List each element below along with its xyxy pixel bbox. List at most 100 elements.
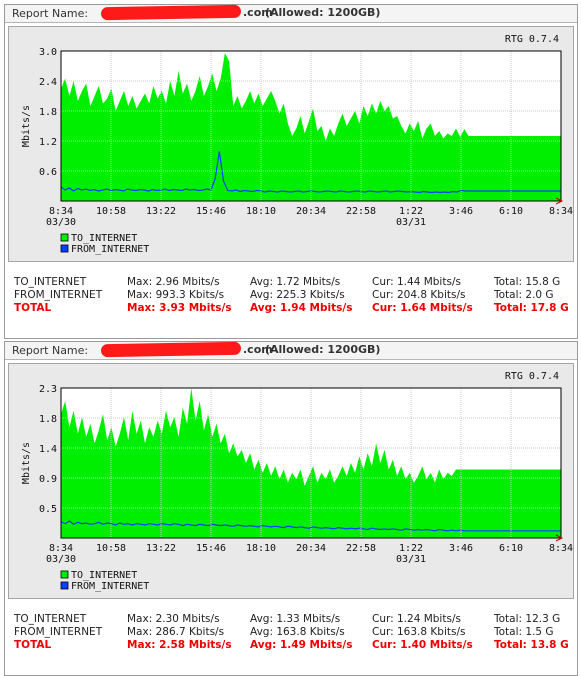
report-name-label: Report Name: [12, 7, 89, 20]
legend-label: TO_INTERNET [71, 570, 137, 581]
report-domain-suffix: .com [243, 343, 273, 356]
stats-max: Max: 2.30 Mbits/s [127, 613, 220, 625]
x-tick-label: 8:34 [49, 543, 73, 554]
traffic-graph: 2.3 1.8 1.4 0.9 0.5 8:34 10:58 13:22 15:46 18:10 2… [8, 363, 574, 599]
rtg-version-label: RTG 0.7.4 [505, 371, 559, 382]
stats-cur: Cur: 1.24 Mbits/s [372, 613, 461, 625]
y-tick-label: 1.2 [39, 137, 57, 148]
stats-max: Max: 993.3 Kbits/s [127, 289, 225, 301]
stats-name: TO_INTERNET [14, 276, 87, 288]
stats-cur: Cur: 163.8 Kbits/s [372, 626, 466, 638]
plot-border [60, 50, 562, 202]
stats-avg: Avg: 1.72 Mbits/s [250, 276, 341, 288]
legend-swatch [60, 233, 69, 242]
stats-avg: Avg: 1.94 Mbits/s [250, 302, 353, 314]
stats-name: FROM_INTERNET [14, 626, 103, 638]
x-tick-label: 10:58 [96, 206, 126, 217]
x-tick-label: 13:22 [146, 543, 176, 554]
x-tick-label: 15:46 [196, 543, 226, 554]
stats-total: Total: 2.0 G [494, 289, 554, 301]
legend-swatch [60, 570, 69, 579]
allowed-quota-label: (Allowed: 1200GB) [265, 6, 381, 19]
x-tick-label: 8:34 [549, 206, 573, 217]
traffic-graph: 3.0 2.4 1.8 1.2 0.6 8:34 10:58 13:22 15:46 18:10 2… [8, 26, 574, 262]
x-tick-label: 3:46 [449, 206, 473, 217]
x-tick-label: 15:46 [196, 206, 226, 217]
allowed-quota-label: (Allowed: 1200GB) [265, 343, 381, 356]
stats-max: Max: 2.96 Mbits/s [127, 276, 220, 288]
x-date-label: 03/31 [396, 554, 426, 565]
stats-max: Max: 286.7 Kbits/s [127, 626, 225, 638]
stats-name: TO_INTERNET [14, 613, 87, 625]
stats-cur: Cur: 1.64 Mbits/s [372, 302, 473, 314]
x-axis-arrow [555, 534, 564, 542]
series-area-to-internet [61, 388, 561, 538]
stats-table: TO_INTERNET Max: 2.30 Mbits/s Avg: 1.33 … [5, 599, 577, 675]
x-date-label: 03/30 [46, 217, 76, 228]
x-tick-label: 6:10 [499, 206, 523, 217]
y-tick-label: 2.4 [39, 77, 57, 88]
legend-swatch [60, 581, 69, 590]
stats-avg: Avg: 1.33 Mbits/s [250, 613, 341, 625]
report-name-label: Report Name: [12, 344, 89, 357]
stats-avg: Avg: 1.49 Mbits/s [250, 639, 353, 651]
x-tick-label: 20:34 [296, 543, 326, 554]
y-tick-label: 0.5 [39, 504, 57, 515]
x-tick-label: 20:34 [296, 206, 326, 217]
rtg-version-label: RTG 0.7.4 [505, 34, 559, 45]
report-panel: Report Name: .com (Allowed: 1200GB) 2.3 1… [4, 341, 578, 676]
legend-label: TO_INTERNET [71, 233, 137, 244]
legend-label: FROM_INTERNET [71, 244, 149, 255]
x-tick-label: 6:10 [499, 543, 523, 554]
traffic-chart-svg: 2.3 1.8 1.4 0.9 0.5 8:34 10:58 13:22 15:46 18:10 2… [21, 371, 573, 592]
x-date-label: 03/30 [46, 554, 76, 565]
series-line-from-internet [60, 520, 561, 532]
y-tick-label: 0.6 [39, 167, 57, 178]
x-tick-label: 18:10 [246, 206, 276, 217]
x-date-label: 03/31 [396, 217, 426, 228]
report-header: Report Name: .com (Allowed: 1200GB) [5, 4, 577, 23]
x-axis-arrow [555, 197, 564, 205]
report-domain-suffix: .com [243, 6, 273, 19]
legend-swatch [60, 244, 69, 253]
y-axis-label: Mbits/s [21, 105, 32, 147]
y-tick-label: 1.4 [39, 444, 57, 455]
stats-cur: Cur: 204.8 Kbits/s [372, 289, 466, 301]
stats-table: TO_INTERNET Max: 2.96 Mbits/s Avg: 1.72 … [5, 262, 577, 338]
stats-total: Total: 15.8 G [494, 276, 561, 288]
y-tick-label: 1.8 [39, 107, 57, 118]
stats-name: TOTAL [14, 302, 52, 314]
stats-cur: Cur: 1.44 Mbits/s [372, 276, 461, 288]
y-tick-label: 0.9 [39, 474, 57, 485]
redaction-mark [100, 341, 242, 358]
x-tick-label: 3:46 [449, 543, 473, 554]
stats-total: Total: 13.8 G [494, 639, 569, 651]
x-tick-label: 22:58 [346, 543, 376, 554]
stats-name: TOTAL [14, 639, 52, 651]
stats-avg: Avg: 163.8 Kbits/s [250, 626, 345, 638]
stats-max: Max: 2.58 Mbits/s [127, 639, 232, 651]
x-tick-label: 1:22 [399, 206, 423, 217]
stats-name: FROM_INTERNET [14, 289, 103, 301]
x-tick-label: 10:58 [96, 543, 126, 554]
redaction-mark [100, 4, 242, 21]
report-header: Report Name: .com (Allowed: 1200GB) [5, 341, 577, 360]
stats-total: Total: 12.3 G [494, 613, 561, 625]
report-panel: Report Name: .com (Allowed: 1200GB) 3.0 2… [4, 4, 578, 339]
x-tick-label: 8:34 [49, 206, 73, 217]
stats-total: Total: 1.5 G [494, 626, 554, 638]
y-tick-label: 2.3 [39, 384, 57, 395]
plot-border [60, 387, 562, 539]
stats-total: Total: 17.8 G [494, 302, 569, 314]
x-tick-label: 8:34 [549, 543, 573, 554]
legend-label: FROM_INTERNET [71, 581, 149, 592]
stats-max: Max: 3.93 Mbits/s [127, 302, 232, 314]
traffic-chart-svg: 3.0 2.4 1.8 1.2 0.6 8:34 10:58 13:22 15:46 18:10 2… [21, 34, 573, 255]
y-tick-label: 1.8 [39, 414, 57, 425]
x-tick-label: 1:22 [399, 543, 423, 554]
x-tick-label: 13:22 [146, 206, 176, 217]
y-axis-label: Mbits/s [21, 442, 32, 484]
y-tick-label: 3.0 [39, 47, 57, 58]
x-tick-label: 18:10 [246, 543, 276, 554]
x-tick-label: 22:58 [346, 206, 376, 217]
